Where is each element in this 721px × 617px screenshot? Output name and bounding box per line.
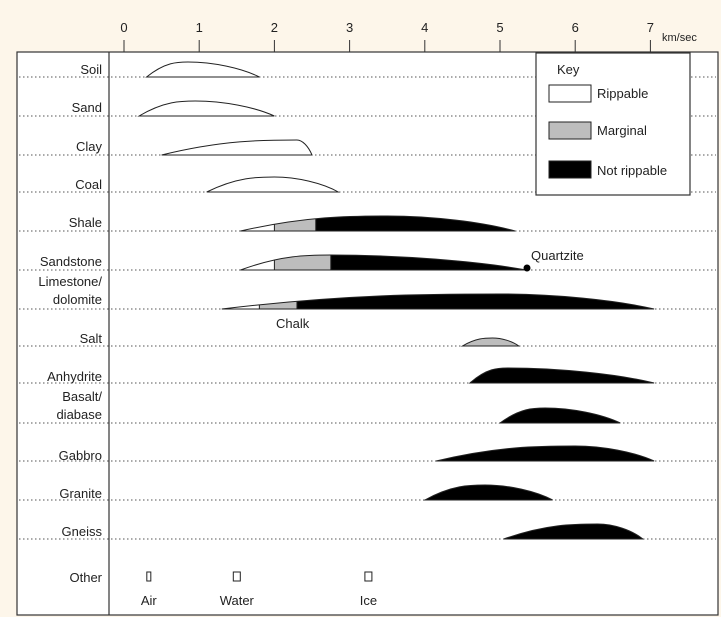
x-tick-0: 0: [120, 20, 127, 35]
key-label-rippable: Rippable: [597, 86, 648, 101]
x-tick-6: 6: [572, 20, 579, 35]
other-marker-water: [232, 571, 241, 582]
other-marker-ice: [364, 571, 373, 582]
range-outline: [137, 100, 275, 117]
range-outline: [468, 367, 655, 384]
row-label-shale: Shale: [69, 215, 102, 230]
range-outline: [435, 445, 655, 462]
range-segment-marginal: [462, 338, 519, 346]
quartzite-label: Quartzite: [531, 248, 584, 263]
quartzite-marker: [523, 264, 531, 272]
key-label-not-rippable: Not rippable: [597, 163, 667, 178]
range-outline: [503, 523, 645, 540]
row-label-gabbro: Gabbro: [59, 448, 102, 463]
range-outline: [206, 176, 341, 193]
range-outline: [240, 254, 527, 271]
key-label-marginal: Marginal: [597, 123, 647, 138]
row-label-coal: Coal: [75, 177, 102, 192]
row-label-sand: Sand: [72, 100, 102, 115]
other-label-water: Water: [220, 593, 255, 608]
x-tick-1: 1: [196, 20, 203, 35]
row-label-salt: Salt: [80, 331, 103, 346]
range-salt: [462, 338, 519, 346]
range-segment-marginal: [274, 255, 331, 270]
velocity-unit-label: km/sec: [662, 32, 697, 44]
row-label-other: Other: [69, 570, 102, 585]
row-label-basalt-diabase: diabase: [56, 407, 102, 422]
range-outline: [498, 407, 621, 424]
x-tick-3: 3: [346, 20, 353, 35]
key-swatch-not-rippable: [548, 160, 592, 179]
other-marker-air: [146, 571, 152, 582]
row-label-soil: Soil: [80, 62, 102, 77]
chalk-label: Chalk: [276, 316, 310, 331]
range-outline: [460, 337, 521, 347]
other-label-air: Air: [141, 593, 158, 608]
x-tick-4: 4: [421, 20, 428, 35]
row-label-clay: Clay: [76, 139, 103, 154]
row-label-sandstone: Sandstone: [40, 254, 102, 269]
x-tick-7: 7: [647, 20, 654, 35]
row-label-basalt-diabase: Basalt/: [62, 389, 102, 404]
x-tick-5: 5: [496, 20, 503, 35]
row-label-granite: Granite: [59, 486, 102, 501]
range-outline: [240, 215, 516, 232]
key-title: Key: [557, 62, 580, 77]
other-label-ice: Ice: [360, 593, 377, 608]
row-label-limestone-dolomite: Limestone/: [38, 274, 102, 289]
range-outline: [161, 139, 313, 156]
range-outline: [221, 293, 655, 310]
row-label-anhydrite: Anhydrite: [47, 369, 102, 384]
key-box: Key Rippable Marginal Not rippable: [535, 52, 691, 196]
x-tick-2: 2: [271, 20, 278, 35]
key-swatch-marginal: [548, 121, 592, 140]
row-label-gneiss: Gneiss: [62, 524, 103, 539]
range-outline: [145, 61, 260, 78]
range-outline: [422, 484, 553, 501]
row-label-limestone-dolomite: dolomite: [53, 292, 102, 307]
range-segment-not-rippable: [296, 294, 655, 309]
key-swatch-rippable: [548, 84, 592, 103]
